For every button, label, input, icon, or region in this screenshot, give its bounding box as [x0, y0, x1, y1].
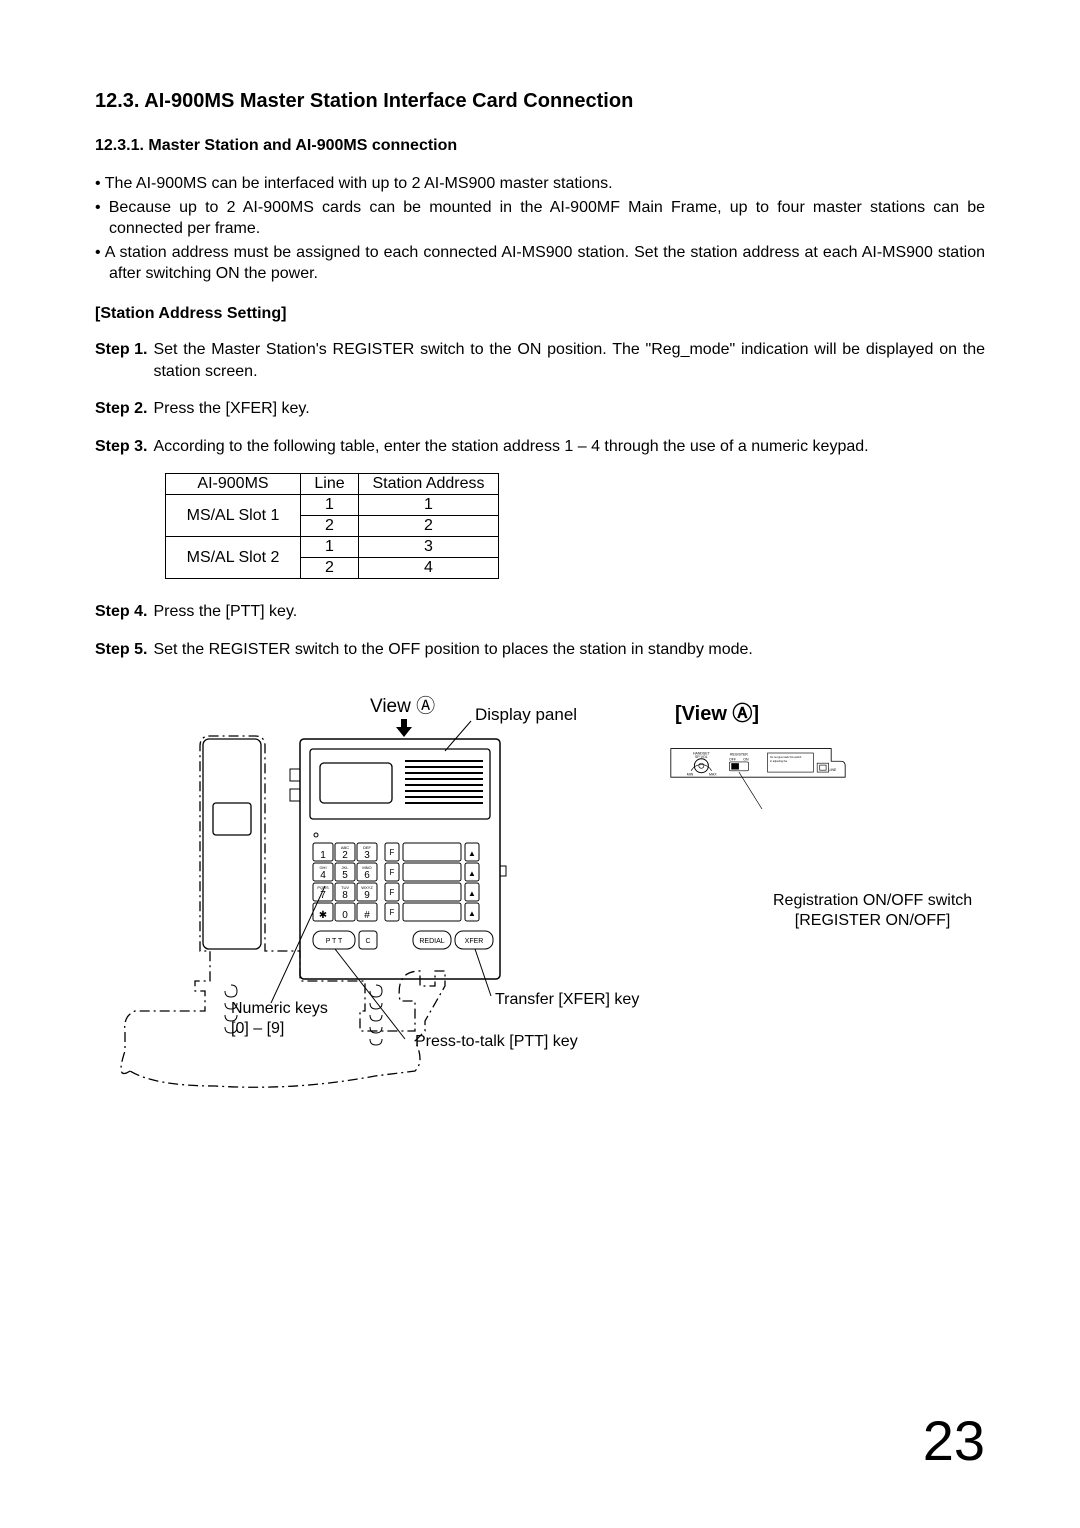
svg-text:in adjusting the: in adjusting the: [770, 759, 788, 762]
step-text: According to the following table, enter …: [153, 436, 985, 458]
ptt-key-label: Press-to-talk [PTT] key: [415, 1033, 578, 1051]
svg-text:JKL: JKL: [342, 865, 350, 870]
svg-text:F: F: [390, 868, 395, 877]
step-1: Step 1. Set the Master Station's REGISTE…: [95, 339, 985, 382]
step-label: Step 2.: [95, 398, 147, 420]
table-row: MS/AL Slot 2 1 3: [166, 537, 499, 558]
step-label: Step 5.: [95, 639, 147, 661]
svg-text:F: F: [390, 908, 395, 917]
station-address-heading: [Station Address Setting]: [95, 305, 985, 323]
table-cell: 2: [301, 558, 359, 579]
svg-text:P T T: P T T: [326, 938, 343, 945]
svg-text:REGISTER: REGISTER: [730, 752, 748, 756]
detail-view-illustration: HANDSET SP VOL MIN MAX REGISTER OFF ON L…: [613, 739, 903, 809]
bullet-list: The AI-900MS can be interfaced with up t…: [95, 173, 985, 285]
svg-text:▲: ▲: [468, 909, 476, 918]
svg-text:5: 5: [342, 870, 348, 881]
step-2: Step 2. Press the [XFER] key.: [95, 398, 985, 420]
svg-text:DEF: DEF: [363, 845, 372, 850]
svg-text:1: 1: [320, 850, 326, 861]
svg-text:TUV: TUV: [341, 885, 349, 890]
bullet-item: The AI-900MS can be interfaced with up t…: [95, 173, 985, 195]
svg-text:8: 8: [342, 890, 348, 901]
svg-text:9: 9: [364, 890, 370, 901]
svg-text:F: F: [390, 888, 395, 897]
numeric-keys-label: Numeric keys [0] – [9]: [231, 999, 328, 1041]
table-cell: 1: [301, 495, 359, 516]
svg-text:XFER: XFER: [465, 938, 484, 945]
step-text: Set the REGISTER switch to the OFF posit…: [153, 639, 985, 661]
svg-text:▲: ▲: [468, 849, 476, 858]
register-switch-label: Registration ON/OFF switch [REGISTER ON/…: [773, 891, 972, 933]
svg-text:ABC: ABC: [341, 845, 349, 850]
step-3: Step 3. According to the following table…: [95, 436, 985, 458]
step-label: Step 1.: [95, 339, 147, 382]
step-5: Step 5. Set the REGISTER switch to the O…: [95, 639, 985, 661]
svg-text:2: 2: [342, 850, 348, 861]
xfer-key-label: Transfer [XFER] key: [495, 991, 639, 1009]
section-heading: 12.3. AI-900MS Master Station Interface …: [95, 90, 985, 113]
svg-text:GHI: GHI: [319, 865, 326, 870]
svg-text:OFF: OFF: [729, 757, 736, 761]
step-text: Press the [PTT] key.: [153, 601, 985, 623]
svg-text:6: 6: [364, 870, 370, 881]
diagram: View Ⓐ Display panel [View Ⓐ]: [95, 691, 985, 1121]
page-number: 23: [923, 1408, 985, 1473]
svg-text:▲: ▲: [468, 869, 476, 878]
table-cell: MS/AL Slot 1: [166, 495, 301, 537]
table-header: Station Address: [359, 474, 499, 495]
svg-text:Do not give back this switch: Do not give back this switch: [770, 756, 802, 759]
view-a-bracket-label: [View Ⓐ]: [675, 697, 759, 726]
svg-text:F: F: [390, 848, 395, 857]
svg-text:✱: ✱: [319, 910, 327, 921]
svg-text:▲: ▲: [468, 889, 476, 898]
step-label: Step 3.: [95, 436, 147, 458]
svg-text:MNO: MNO: [362, 865, 371, 870]
table-header-row: AI-900MS Line Station Address: [166, 474, 499, 495]
table-header: Line: [301, 474, 359, 495]
svg-text:MAX: MAX: [709, 772, 717, 776]
subsection-heading: 12.3.1. Master Station and AI-900MS conn…: [95, 137, 985, 155]
step-4: Step 4. Press the [PTT] key.: [95, 601, 985, 623]
svg-text:LINE: LINE: [829, 767, 837, 771]
table-header: AI-900MS: [166, 474, 301, 495]
table-cell: 1: [301, 537, 359, 558]
step-text: Set the Master Station's REGISTER switch…: [153, 339, 985, 382]
table-cell: MS/AL Slot 2: [166, 537, 301, 579]
table-cell: 1: [359, 495, 499, 516]
svg-text:#: #: [364, 910, 370, 921]
table-cell: 2: [359, 516, 499, 537]
table-cell: 2: [301, 516, 359, 537]
address-table: AI-900MS Line Station Address MS/AL Slot…: [165, 473, 499, 579]
svg-text:4: 4: [320, 870, 326, 881]
step-text: Press the [XFER] key.: [153, 398, 985, 420]
table-cell: 4: [359, 558, 499, 579]
svg-text:3: 3: [364, 850, 370, 861]
bullet-item: Because up to 2 AI-900MS cards can be mo…: [95, 197, 985, 240]
svg-text:SP VOL: SP VOL: [695, 755, 708, 759]
bullet-item: A station address must be assigned to ea…: [95, 242, 985, 285]
svg-text:0: 0: [342, 910, 348, 921]
svg-text:WXYZ: WXYZ: [361, 885, 373, 890]
svg-text:REDIAL: REDIAL: [419, 938, 444, 945]
step-label: Step 4.: [95, 601, 147, 623]
svg-text:MIN: MIN: [687, 772, 694, 776]
svg-text:ON: ON: [743, 757, 749, 761]
table-row: MS/AL Slot 1 1 1: [166, 495, 499, 516]
svg-text:C: C: [365, 938, 370, 945]
table-cell: 3: [359, 537, 499, 558]
